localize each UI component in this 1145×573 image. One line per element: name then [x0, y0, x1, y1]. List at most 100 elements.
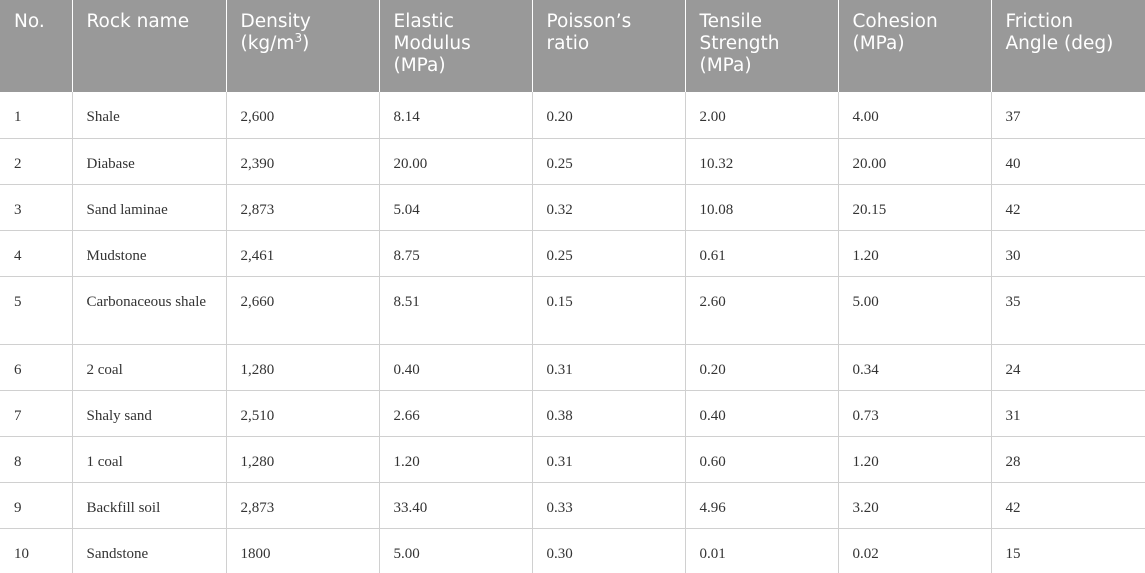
cell-rock-name: 1 coal: [71, 436, 226, 483]
cell-friction-angle: 40: [990, 138, 1145, 185]
cell-poissons-ratio: 0.33: [531, 482, 685, 529]
cell-friction-angle: 24: [990, 344, 1145, 391]
cell-elastic-modulus: 1.20: [378, 436, 532, 483]
table-row: 8 1 coal 1,280 1.20 0.31 0.60 1.20 28: [0, 436, 1145, 483]
cell-no: 2: [0, 138, 72, 185]
cell-no: 7: [0, 390, 72, 437]
cell-tensile-strength: 2.60: [684, 276, 838, 345]
cell-density: 2,660: [225, 276, 379, 345]
cell-cohesion: 4.00: [837, 92, 991, 139]
cell-poissons-ratio: 0.15: [531, 276, 685, 345]
cell-elastic-modulus: 8.14: [378, 92, 532, 139]
cell-tensile-strength: 0.20: [684, 344, 838, 391]
cell-rock-name: Sand laminae: [71, 184, 226, 231]
cell-cohesion: 5.00: [837, 276, 991, 345]
header-row: No. Rock name Density (kg/m3) Elastic Mod…: [0, 0, 1145, 92]
cell-rock-name: Carbonaceous shale: [71, 276, 226, 345]
header-density-unit: (kg/m3): [240, 30, 310, 54]
cell-tensile-strength: 10.08: [684, 184, 838, 231]
cell-density: 1800: [225, 528, 379, 573]
header-density: Density (kg/m3): [225, 0, 379, 92]
cell-poissons-ratio: 0.25: [531, 230, 685, 277]
cell-poissons-ratio: 0.31: [531, 436, 685, 483]
cell-density: 2,600: [225, 92, 379, 139]
cell-tensile-strength: 4.96: [684, 482, 838, 529]
cell-friction-angle: 30: [990, 230, 1145, 277]
cell-elastic-modulus: 2.66: [378, 390, 532, 437]
cell-tensile-strength: 0.61: [684, 230, 838, 277]
cell-density: 2,873: [225, 184, 379, 231]
table-header: No. Rock name Density (kg/m3) Elastic Mod…: [0, 0, 1145, 92]
cell-friction-angle: 35: [990, 276, 1145, 345]
cell-tensile-strength: 0.60: [684, 436, 838, 483]
cell-elastic-modulus: 5.04: [378, 184, 532, 231]
cell-no: 1: [0, 92, 72, 139]
header-elastic-modulus: Elastic Modulus (MPa): [378, 0, 532, 92]
cell-tensile-strength: 10.32: [684, 138, 838, 185]
cell-cohesion: 3.20: [837, 482, 991, 529]
table-row: 5 Carbonaceous shale 2,660 8.51 0.15 2.6…: [0, 276, 1145, 345]
cell-elastic-modulus: 0.40: [378, 344, 532, 391]
table-row: 2 Diabase 2,390 20.00 0.25 10.32 20.00 4…: [0, 138, 1145, 185]
cell-no: 3: [0, 184, 72, 231]
cell-cohesion: 1.20: [837, 230, 991, 277]
cell-elastic-modulus: 8.51: [378, 276, 532, 345]
cell-friction-angle: 15: [990, 528, 1145, 573]
cell-poissons-ratio: 0.25: [531, 138, 685, 185]
header-density-label: Density: [240, 11, 311, 32]
cell-cohesion: 20.00: [837, 138, 991, 185]
cell-rock-name: Backfill soil: [71, 482, 226, 529]
cell-no: 8: [0, 436, 72, 483]
cell-cohesion: 1.20: [837, 436, 991, 483]
table-row: 3 Sand laminae 2,873 5.04 0.32 10.08 20.…: [0, 184, 1145, 231]
cell-friction-angle: 42: [990, 482, 1145, 529]
cell-tensile-strength: 2.00: [684, 92, 838, 139]
table-row: 9 Backfill soil 2,873 33.40 0.33 4.96 3.…: [0, 482, 1145, 529]
cell-friction-angle: 28: [990, 436, 1145, 483]
header-no: No.: [0, 0, 72, 92]
header-tensile-strength: Tensile Strength (MPa): [684, 0, 838, 92]
cell-density: 2,510: [225, 390, 379, 437]
table-row: 7 Shaly sand 2,510 2.66 0.38 0.40 0.73 3…: [0, 390, 1145, 437]
cell-density: 2,461: [225, 230, 379, 277]
table-row: 6 2 coal 1,280 0.40 0.31 0.20 0.34 24: [0, 344, 1145, 391]
cell-tensile-strength: 0.01: [684, 528, 838, 573]
cell-tensile-strength: 0.40: [684, 390, 838, 437]
header-cohesion: Cohesion (MPa): [837, 0, 991, 92]
cell-friction-angle: 37: [990, 92, 1145, 139]
table-body: 1 Shale 2,600 8.14 0.20 2.00 4.00 37 2 D…: [0, 92, 1145, 573]
cell-density: 2,390: [225, 138, 379, 185]
cell-density: 1,280: [225, 436, 379, 483]
cell-elastic-modulus: 8.75: [378, 230, 532, 277]
cell-cohesion: 0.73: [837, 390, 991, 437]
cell-density: 2,873: [225, 482, 379, 529]
header-poissons-ratio: Poisson’s ratio: [531, 0, 685, 92]
cell-poissons-ratio: 0.30: [531, 528, 685, 573]
header-friction-angle: Friction Angle (deg): [990, 0, 1145, 92]
cell-no: 4: [0, 230, 72, 277]
cell-poissons-ratio: 0.31: [531, 344, 685, 391]
cell-no: 6: [0, 344, 72, 391]
cell-elastic-modulus: 33.40: [378, 482, 532, 529]
cell-friction-angle: 31: [990, 390, 1145, 437]
cell-rock-name: Shaly sand: [71, 390, 226, 437]
cell-no: 5: [0, 276, 72, 345]
cell-rock-name: 2 coal: [71, 344, 226, 391]
cell-density: 1,280: [225, 344, 379, 391]
cell-elastic-modulus: 20.00: [378, 138, 532, 185]
cell-cohesion: 0.02: [837, 528, 991, 573]
cell-no: 9: [0, 482, 72, 529]
table-row: 4 Mudstone 2,461 8.75 0.25 0.61 1.20 30: [0, 230, 1145, 277]
cell-no: 10: [14, 545, 29, 562]
header-rock-name: Rock name: [71, 0, 226, 92]
cell-poissons-ratio: 0.20: [531, 92, 685, 139]
table-row: 10 Sandstone 1800 5.00 0.30 0.01 0.02 15: [0, 528, 1145, 573]
cell-poissons-ratio: 0.38: [531, 390, 685, 437]
cell-rock-name: Mudstone: [71, 230, 226, 277]
cell-rock-name: Shale: [71, 92, 226, 139]
cell-cohesion: 20.15: [837, 184, 991, 231]
cell-elastic-modulus: 5.00: [378, 528, 532, 573]
cell-rock-name: Sandstone: [71, 528, 226, 573]
cell-rock-name: Diabase: [71, 138, 226, 185]
